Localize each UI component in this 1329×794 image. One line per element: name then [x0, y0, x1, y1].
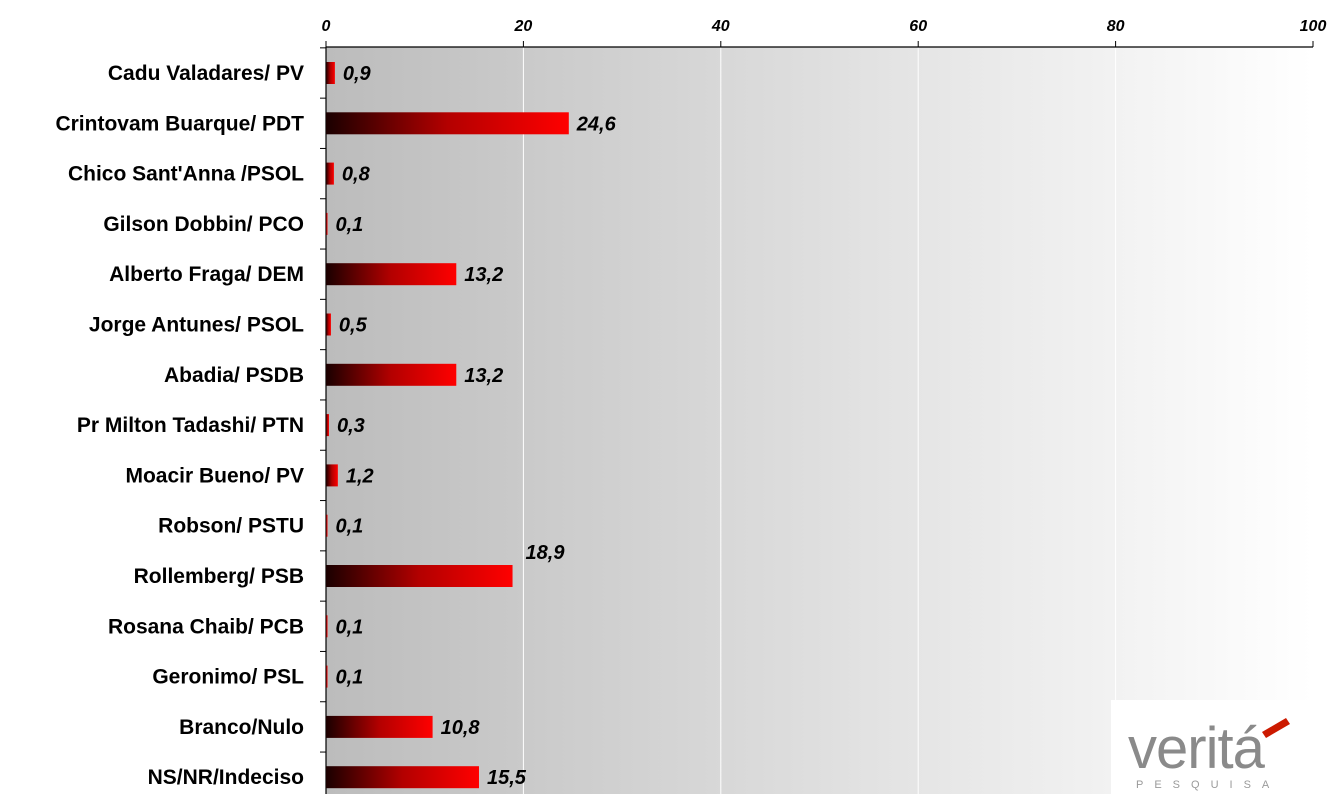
value-label: 24,6 — [576, 113, 617, 135]
x-tick-label: 0 — [322, 18, 331, 35]
bar — [326, 766, 479, 789]
verita-logo: veritá PESQUISA — [1111, 700, 1313, 794]
x-tick-label: 80 — [1107, 18, 1125, 35]
value-label: 13,2 — [464, 365, 503, 387]
x-tick-label: 60 — [909, 18, 927, 35]
category-label: Abadia/ PSDB — [164, 364, 304, 387]
category-label: Robson/ PSTU — [158, 515, 304, 538]
category-label: Cadu Valadares/ PV — [108, 62, 304, 85]
bar — [326, 665, 328, 688]
bar — [326, 162, 334, 185]
value-label: 18,9 — [526, 542, 566, 564]
value-label: 0,1 — [336, 667, 364, 689]
category-label: Crintovam Buarque/ PDT — [55, 112, 304, 135]
category-label: Rollemberg/ PSB — [134, 565, 304, 588]
value-label: 0,1 — [336, 214, 364, 236]
logo-accent-mark — [1262, 718, 1290, 738]
bars: 0,9 24,6 0,8 0,1 13,2 0,5 13,2 0,3 1,2 0,1 18,9 0,1… — [326, 62, 617, 789]
value-label: 0,1 — [336, 616, 364, 638]
bar — [326, 615, 328, 638]
x-tick-label: 40 — [711, 18, 730, 35]
bar — [326, 414, 329, 437]
category-label: Geronimo/ PSL — [152, 666, 304, 689]
value-label: 13,2 — [464, 264, 503, 286]
category-label: Rosana Chaib/ PCB — [108, 615, 304, 638]
bar — [326, 363, 457, 386]
logo-word: veritá — [1128, 716, 1266, 781]
x-tick-label: 100 — [1300, 18, 1327, 35]
category-label: Branco/Nulo — [179, 716, 304, 739]
bar — [326, 565, 513, 587]
logo-subtitle: PESQUISA — [1136, 779, 1280, 791]
category-labels: Cadu Valadares/ PV Crintovam Buarque/ PDT… — [55, 62, 304, 789]
category-label: Gilson Dobbin/ PCO — [103, 213, 304, 236]
value-label: 10,8 — [441, 717, 481, 739]
category-label: Pr Milton Tadashi/ PTN — [77, 414, 304, 437]
value-label: 0,5 — [339, 315, 368, 337]
value-label: 0,8 — [342, 164, 371, 186]
bar — [326, 212, 328, 235]
category-label: NS/NR/Indeciso — [148, 766, 304, 789]
value-label: 1,2 — [346, 465, 374, 487]
value-label: 0,9 — [343, 63, 372, 85]
bar — [326, 62, 335, 84]
category-label: Alberto Fraga/ DEM — [109, 263, 304, 286]
bar — [326, 464, 338, 487]
bar — [326, 715, 433, 738]
category-label: Moacir Bueno/ PV — [125, 464, 304, 487]
value-label: 0,3 — [337, 415, 365, 437]
category-label: Chico Sant'Anna /PSOL — [68, 163, 304, 186]
plot-area — [326, 47, 1313, 794]
value-label: 15,5 — [487, 767, 527, 789]
bar — [326, 313, 331, 336]
bar — [326, 112, 569, 135]
gridlines — [522, 47, 1314, 794]
bar — [326, 263, 457, 286]
value-label: 0,1 — [336, 516, 364, 538]
bar — [326, 514, 328, 537]
x-tick-label: 20 — [514, 18, 533, 35]
category-label: Jorge Antunes/ PSOL — [89, 314, 304, 337]
